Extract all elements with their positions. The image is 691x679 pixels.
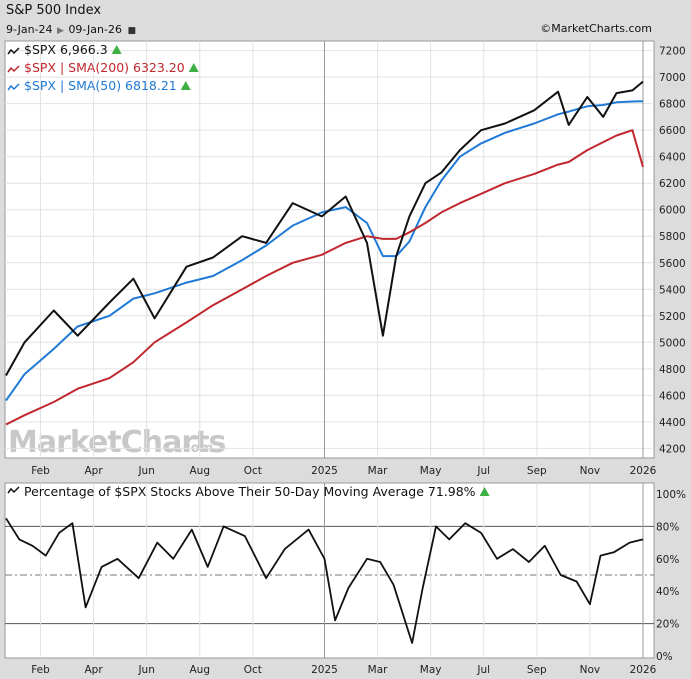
line-glyph-icon [7,65,20,73]
price-y-tick-label: 5400 [659,284,686,296]
price-x-tick-label: Oct [244,465,262,477]
price-x-tick-label: Aug [189,465,210,477]
price-y-tick-label: 6400 [659,152,686,164]
end-date: 09-Jan-26 [68,23,122,36]
legend-label: $SPX 6,966.3 [24,42,108,57]
price-series [5,80,644,426]
breadth-x-tick-label: Feb [31,664,50,676]
price-y-tick-label: 4800 [659,364,686,376]
square-icon: ■ [127,26,136,36]
breadth-y-tick-label: 0% [656,651,673,663]
breadth-panel: 0% 20% 40% 60% 80% 100% Feb Apr Jun Aug Oct 2025 Ma… [4,482,686,676]
breadth-x-tick-label: Jun [137,664,154,676]
breadth-x-tick-label: Jul [476,664,490,676]
price-y-tick-label: 4600 [659,390,686,402]
legend-item: $SPX | SMA(50) 6818.21 [7,78,191,93]
price-x-tick-label: Nov [580,465,601,477]
breadth-x-tick-label: Apr [85,664,104,676]
breadth-x-tick-label: Nov [580,664,601,676]
price-x-tick-label: Mar [368,465,388,477]
price-y-tick-label: 5000 [659,337,686,349]
breadth-x-tick-label: Mar [368,664,388,676]
price-y-axis: 4200 4400 4600 4800 5000 5200 5400 5600 5800 6000… [659,46,686,456]
breadth-x-tick-label: Aug [189,664,210,676]
date-range: 9-Jan-24 ▶ 09-Jan-26 ■ [6,23,136,36]
price-panel: MarketCharts .com 4200440046004800500052… [4,40,686,477]
start-date: 9-Jan-24 [6,23,53,36]
price-y-tick-label: 5800 [659,231,686,243]
price-x-tick-label: 2025 [311,465,338,477]
line-glyph-icon [7,83,20,91]
price-x-axis: Feb Apr Jun Aug Oct 2025 Mar May Jul Sep Nov 2026 [31,465,656,477]
price-y-tick-label: 4200 [659,443,686,455]
price-x-tick-label: Feb [31,465,50,477]
up-triangle-icon [479,487,490,496]
price-legend: $SPX 6,966.3 $SPX | SMA(200) 6323.20 $SPX … [7,42,199,93]
price-panel-background [4,40,655,459]
price-y-tick-label: 6800 [659,99,686,111]
price-y-tick-label: 4400 [659,417,686,429]
breadth-series-line [5,517,644,644]
breadth-y-tick-label: 40% [656,586,679,598]
breadth-y-axis: 0% 20% 40% 60% 80% 100% [656,489,686,663]
up-triangle-icon [111,45,122,54]
legend-label: $SPX | SMA(50) 6818.21 [24,78,177,93]
source-credit: ©MarketCharts.com [540,22,652,35]
up-triangle-icon [180,81,191,90]
price-y-tick-label: 7200 [659,46,686,58]
price-x-tick-label: 2026 [630,465,657,477]
breadth-x-tick-label: Sep [527,664,547,676]
price-series-line-2 [5,100,644,402]
watermark: MarketCharts [8,425,225,460]
price-y-tick-label: 6000 [659,205,686,217]
legend-label: $SPX | SMA(200) 6323.20 [24,60,185,75]
breadth-y-tick-label: 20% [656,619,679,631]
breadth-panel-background [4,482,655,659]
breadth-y-tick-label: 60% [656,554,679,566]
breadth-y-tick-label: 100% [656,489,686,501]
breadth-y-tick-label: 80% [656,521,679,533]
breadth-x-tick-label: 2025 [311,664,338,676]
breadth-x-axis: Feb Apr Jun Aug Oct 2025 Mar May Jul Sep Nov 2026 [31,664,656,676]
price-y-tick-label: 5600 [659,258,686,270]
line-glyph-icon [7,47,20,55]
up-triangle-icon [188,63,199,72]
price-y-tick-label: 6200 [659,178,686,190]
line-glyph-icon [7,486,20,494]
breadth-title-label: Percentage of $SPX Stocks Above Their 50… [24,484,476,499]
breadth-legend: Percentage of $SPX Stocks Above Their 50… [7,484,490,499]
price-x-tick-label: Jul [476,465,490,477]
chart-title: S&P 500 Index [6,3,102,18]
breadth-x-tick-label: 2026 [630,664,657,676]
breadth-grid [5,483,654,658]
price-y-tick-label: 7000 [659,72,686,84]
range-arrow-icon: ▶ [57,26,64,36]
price-y-tick-label: 6600 [659,125,686,137]
price-x-tick-label: Jun [137,465,154,477]
legend-item: $SPX | SMA(200) 6323.20 [7,60,199,75]
legend-item: $SPX 6,966.3 [7,42,122,57]
price-grid [5,41,654,458]
breadth-x-tick-label: Oct [244,664,262,676]
price-series-line-1 [5,129,644,426]
breadth-series [5,517,644,644]
price-x-tick-label: Apr [85,465,104,477]
price-x-tick-label: May [420,465,442,477]
price-x-tick-label: Sep [527,465,547,477]
price-y-tick-label: 5200 [659,311,686,323]
price-series-line-0 [5,80,644,376]
breadth-x-tick-label: May [420,664,442,676]
